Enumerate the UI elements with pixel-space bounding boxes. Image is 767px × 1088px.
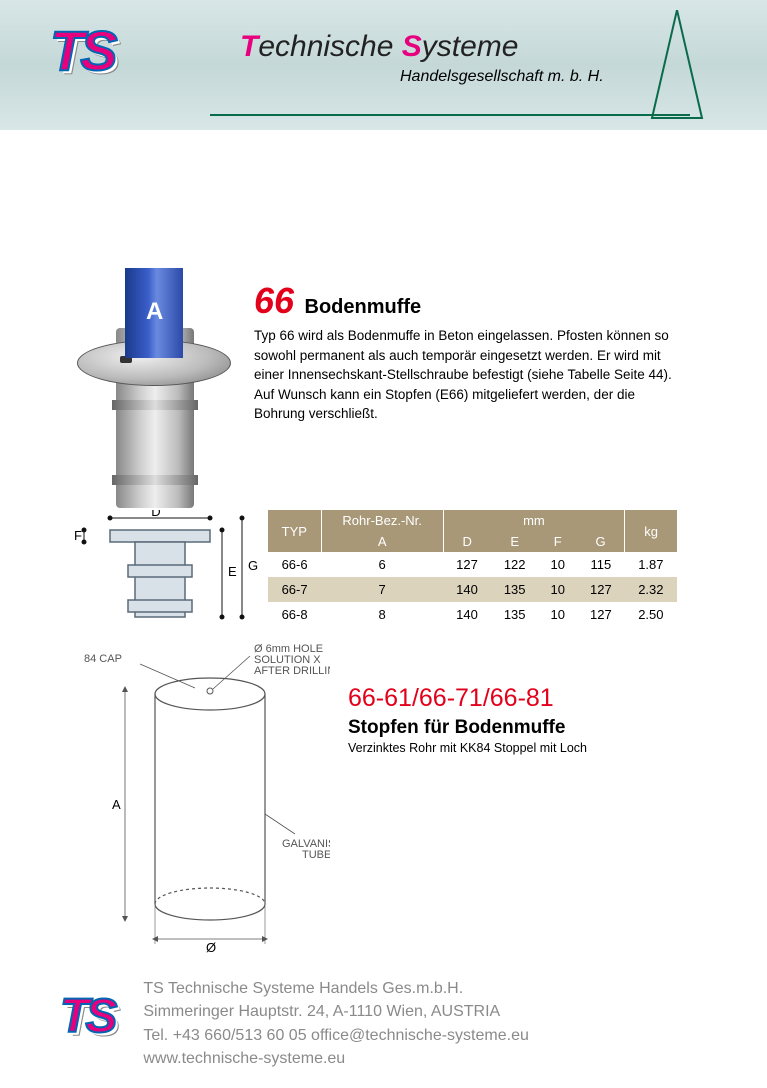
header-rule <box>210 114 690 116</box>
cell-F: 10 <box>539 552 578 577</box>
cell-typ: 66-8 <box>268 602 321 627</box>
brand-subtitle: Handelsgesellschaft m. b. H. <box>400 68 604 86</box>
table-section: D F E G TYP Rohr-Bez.-Nr. mm kg A D <box>70 510 677 630</box>
footer-address: Simmeringer Hauptstr. 24, A-1110 Wien, A… <box>143 1000 529 1023</box>
th-G: G <box>577 531 625 552</box>
th-kg: kg <box>625 510 677 552</box>
cell-typ: 66-6 <box>268 552 321 577</box>
header-triangle-icon <box>647 10 707 120</box>
th-mm: mm <box>443 510 625 531</box>
stopfen-text: 66-61/66-71/66-81 Stopfen für Bodenmuffe… <box>348 644 587 954</box>
pipe-label: A <box>146 298 163 326</box>
dimensions-table: TYP Rohr-Bez.-Nr. mm kg A D E F G 66-661… <box>268 510 677 627</box>
product-description: Typ 66 wird als Bodenmuffe in Beton eing… <box>254 326 677 424</box>
cell-kg: 1.87 <box>625 552 677 577</box>
cell-kg: 2.32 <box>625 577 677 602</box>
cell-E: 122 <box>491 552 539 577</box>
dim-E: E <box>228 564 237 579</box>
annot-cap: 84 CAP <box>84 653 122 665</box>
stopfen-title: Stopfen für Bodenmuffe <box>348 717 587 739</box>
brand-logo: TS <box>50 18 114 83</box>
dimension-diagram: D F E G <box>70 510 260 630</box>
dim-D: D <box>151 510 160 519</box>
footer-company: TS Technische Systeme Handels Ges.m.b.H. <box>143 977 529 1000</box>
dim-F: F <box>74 528 82 543</box>
cell-D: 127 <box>443 552 491 577</box>
stopfen-subtitle: Verzinktes Rohr mit KK84 Stoppel mit Loc… <box>348 741 587 755</box>
stopfen-section: 84 CAP Ø 6mm HOLESOLUTION XAFTER DRILLIN… <box>70 644 677 954</box>
footer-logo: TS <box>60 989 113 1044</box>
cell-G: 127 <box>577 602 625 627</box>
footer-url: www.technische-systeme.eu <box>143 1047 529 1070</box>
dim-phi: Ø <box>206 940 216 954</box>
cell-D: 140 <box>443 577 491 602</box>
footer-text: TS Technische Systeme Handels Ges.m.b.H.… <box>143 977 529 1070</box>
product-title: Bodenmuffe <box>305 296 422 318</box>
th-F: F <box>539 531 578 552</box>
stopfen-number: 66-61/66-71/66-81 <box>348 684 587 713</box>
cell-E: 135 <box>491 577 539 602</box>
stopfen-diagram: 84 CAP Ø 6mm HOLESOLUTION XAFTER DRILLIN… <box>70 644 330 954</box>
page-footer: TS TS Technische Systeme Handels Ges.m.b… <box>60 977 737 1070</box>
cell-D: 140 <box>443 602 491 627</box>
th-D: D <box>443 531 491 552</box>
cell-E: 135 <box>491 602 539 627</box>
page-header: TS Technische Systeme Handelsgesellschaf… <box>0 0 767 130</box>
type-number: 66 <box>254 280 294 321</box>
dim-G: G <box>248 558 258 573</box>
table-row: 66-66127122101151.87 <box>268 552 677 577</box>
svg-text:Ø 6mm HOLESOLUTION XAFTER DRIL: Ø 6mm HOLESOLUTION XAFTER DRILLING <box>254 644 330 677</box>
brand-title: Technische Systeme <box>240 30 518 64</box>
cell-G: 115 <box>577 552 625 577</box>
cell-A: 7 <box>321 577 443 602</box>
cell-typ: 66-7 <box>268 577 321 602</box>
cell-F: 10 <box>539 577 578 602</box>
svg-text:GALVANISEDTUBE: GALVANISEDTUBE <box>282 838 330 861</box>
th-typ: TYP <box>268 510 321 552</box>
table-row: 66-77140135101272.32 <box>268 577 677 602</box>
th-A: A <box>321 531 443 552</box>
product-section: A 66 Bodenmuffe Typ 66 wird als Bodenmuf… <box>70 280 677 500</box>
cell-kg: 2.50 <box>625 602 677 627</box>
cell-G: 127 <box>577 577 625 602</box>
product-image: A <box>70 280 240 500</box>
table-row: 66-88140135101272.50 <box>268 602 677 627</box>
content-area: A 66 Bodenmuffe Typ 66 wird als Bodenmuf… <box>0 130 767 954</box>
dim-A2: A <box>112 797 121 812</box>
footer-contact: Tel. +43 660/513 60 05 office@technische… <box>143 1024 529 1047</box>
cell-F: 10 <box>539 602 578 627</box>
cell-A: 6 <box>321 552 443 577</box>
th-E: E <box>491 531 539 552</box>
th-rohr: Rohr-Bez.-Nr. <box>321 510 443 531</box>
product-text: 66 Bodenmuffe Typ 66 wird als Bodenmuffe… <box>254 280 677 500</box>
cell-A: 8 <box>321 602 443 627</box>
